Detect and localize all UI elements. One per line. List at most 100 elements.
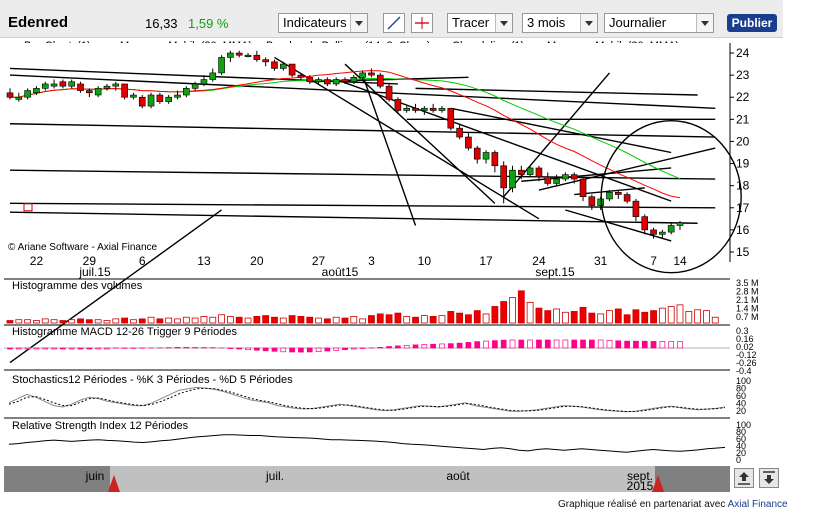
candle — [606, 192, 613, 200]
x-tick-label: 7 — [650, 254, 657, 268]
volume-bar — [332, 316, 340, 324]
candle — [473, 147, 481, 160]
last-price: 16,33 — [145, 16, 178, 31]
macd-bar — [465, 342, 472, 349]
rsi-y-tick-label: 100 — [736, 420, 751, 430]
stochastic-d-line — [8, 387, 726, 412]
candle — [456, 127, 463, 138]
trend-line — [274, 56, 540, 220]
draw-dropdown[interactable]: Tracer — [447, 13, 513, 33]
macd-bar — [606, 340, 613, 349]
volume-bar — [138, 318, 146, 324]
volume-bar — [262, 315, 270, 324]
volume-bar — [156, 318, 164, 324]
scroll-up-button[interactable] — [734, 468, 754, 488]
candle — [562, 174, 569, 180]
macd-bar — [597, 339, 604, 349]
candle — [235, 52, 243, 56]
macd-bar — [421, 344, 428, 349]
candle — [324, 79, 331, 85]
candle — [394, 99, 402, 111]
stochastic-k-line — [8, 386, 726, 413]
volume-bar — [517, 290, 525, 324]
timeline-label: 2015 — [627, 479, 654, 493]
macd-bar — [544, 339, 551, 349]
candle — [376, 74, 384, 87]
candle — [103, 85, 111, 89]
indicators-dropdown[interactable]: Indicateurs — [278, 13, 368, 33]
volume-title: Histogramme des volumes — [12, 280, 143, 292]
volume-bar — [650, 310, 657, 324]
circle-annotation — [600, 120, 742, 274]
candle — [650, 229, 657, 235]
volume-bar — [59, 320, 67, 324]
volume-bar — [15, 319, 23, 324]
volume-bar — [50, 319, 58, 324]
candle — [94, 88, 102, 96]
candle — [218, 57, 225, 74]
export-icon — [738, 472, 750, 485]
y-tick-label: 15 — [736, 245, 750, 259]
candle — [482, 152, 490, 160]
candle — [191, 83, 199, 89]
scroll-down-button[interactable] — [759, 468, 779, 488]
volume-bar — [676, 304, 684, 324]
candle — [253, 54, 261, 60]
candle — [15, 96, 23, 100]
watermark: © Ariane Software - Axial Finance — [8, 242, 158, 253]
candle — [121, 83, 128, 98]
candle — [570, 174, 578, 180]
y-tick-label: 22 — [736, 90, 750, 104]
volume-bar — [359, 318, 367, 324]
candle — [288, 63, 296, 76]
candle — [641, 216, 649, 231]
macd-bar — [439, 343, 445, 349]
macd-bar — [77, 347, 84, 350]
rsi-y-tick-label: 0 — [736, 455, 741, 465]
candle — [165, 96, 172, 102]
draw-horizontal-button[interactable] — [411, 13, 433, 33]
credit-prefix: Graphique réalisé en partenariat avec — [558, 499, 726, 510]
candle — [200, 79, 208, 85]
x-tick-label: 14 — [673, 254, 687, 268]
candle — [244, 54, 252, 58]
stochastic-y-tick-label: 40 — [736, 399, 746, 409]
candle — [518, 169, 525, 175]
volume-bar — [509, 297, 516, 324]
volume-bar — [473, 310, 481, 324]
indicators-label: Indicateurs — [283, 15, 347, 30]
macd-bar — [315, 347, 322, 353]
chevron-down-icon — [495, 14, 512, 32]
frequency-select[interactable]: Journalier — [604, 13, 714, 33]
macd-bar — [483, 340, 489, 349]
candle — [500, 165, 507, 189]
macd-bar — [641, 340, 648, 349]
volume-bar — [94, 319, 102, 324]
period-select[interactable]: 3 mois — [522, 13, 598, 33]
draw-line-button[interactable] — [383, 13, 405, 33]
macd-bar — [553, 339, 560, 349]
volume-bar — [182, 316, 190, 324]
candle — [659, 231, 666, 235]
trendline-icon — [387, 16, 401, 30]
candle — [50, 83, 58, 87]
candle — [271, 61, 278, 69]
publish-button[interactable]: Publier — [727, 14, 777, 32]
candle — [24, 90, 31, 98]
volume-bar — [438, 315, 446, 324]
x-tick-label: 20 — [250, 254, 264, 268]
y-tick-label: 20 — [736, 134, 750, 148]
volume-bar — [200, 315, 208, 324]
candle — [544, 176, 552, 184]
volume-bar — [553, 308, 560, 324]
y-tick-label: 23 — [736, 68, 750, 82]
candle — [588, 196, 596, 206]
macd-bar — [86, 347, 93, 350]
macd-bar — [183, 347, 190, 349]
candle — [465, 136, 472, 149]
period-label: août15 — [322, 265, 359, 279]
macd-bar — [588, 339, 595, 349]
trend-line — [538, 147, 716, 191]
credit-brand[interactable]: Axial Finance — [727, 499, 788, 510]
